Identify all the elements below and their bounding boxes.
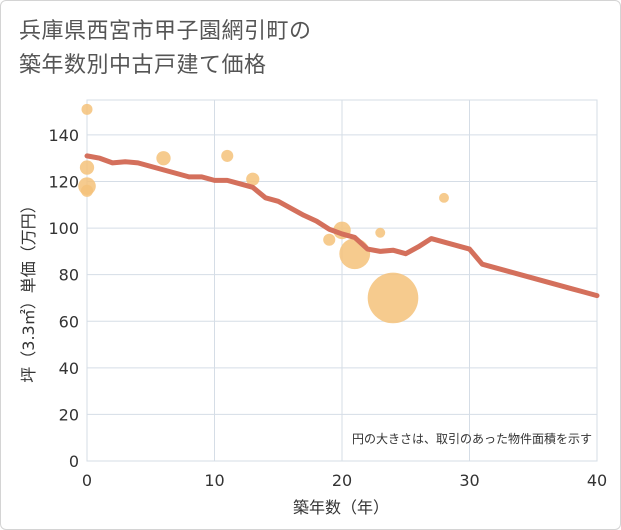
- data-point: [246, 172, 260, 186]
- data-point: [367, 272, 419, 324]
- y-tick-label: 60: [59, 312, 79, 331]
- y-tick-label: 40: [59, 359, 79, 378]
- y-tick-label: 0: [69, 452, 79, 471]
- data-point: [79, 160, 95, 175]
- y-tick-label: 100: [48, 219, 79, 238]
- trend-line-group: [84, 153, 600, 299]
- tick-labels: 0 10 20 30 40 0 20 40 60 80 100 120 140: [48, 126, 607, 490]
- y-tick-label: 80: [59, 266, 79, 285]
- title-line-1: 兵庫県西宮市甲子園網引町の: [19, 19, 312, 44]
- title-line-2: 築年数別中古戸建て価格: [19, 53, 267, 78]
- y-tick-label: 140: [48, 126, 79, 145]
- data-point: [439, 192, 449, 203]
- data-point: [81, 103, 93, 115]
- data-point: [339, 238, 371, 270]
- bubbles: [78, 103, 449, 324]
- data-point: [80, 184, 94, 197]
- y-axis-label: 坪（3.3㎡）単価（万円）: [19, 197, 38, 382]
- x-tick-label: 10: [204, 471, 224, 490]
- grid-lines: [86, 99, 598, 462]
- x-tick-label: 20: [332, 471, 352, 490]
- y-tick-label: 20: [59, 405, 79, 424]
- data-point: [375, 227, 386, 238]
- data-point: [221, 149, 234, 162]
- x-tick-label: 30: [459, 471, 479, 490]
- chart-title: 兵庫県西宮市甲子園網引町の 築年数別中古戸建て価格: [19, 15, 312, 83]
- y-tick-label: 120: [48, 173, 79, 192]
- trend-line: [84, 153, 600, 299]
- x-axis-label: 築年数（年）: [293, 498, 389, 517]
- x-tick-label: 0: [82, 471, 92, 490]
- x-tick-label: 40: [587, 471, 607, 490]
- size-note: 円の大きさは、取引のあった物件面積を示す: [352, 431, 592, 446]
- data-point: [156, 151, 171, 166]
- data-point: [323, 233, 336, 246]
